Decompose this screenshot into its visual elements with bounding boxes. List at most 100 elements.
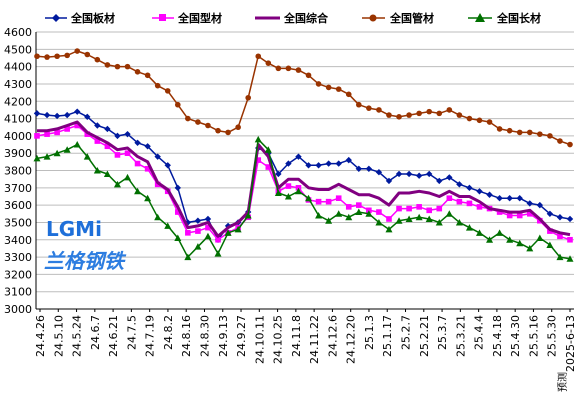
data-point: [315, 198, 322, 205]
data-point: [356, 101, 362, 108]
data-point: [285, 65, 292, 72]
data-point: [547, 133, 553, 139]
data-point: [84, 131, 91, 137]
x-tick-label: 25.4.18: [491, 315, 504, 357]
data-point: [134, 160, 141, 167]
x-tick-label: 25.5.16: [527, 315, 540, 357]
y-tick-label: 3400: [4, 234, 32, 247]
data-point: [547, 228, 553, 234]
data-point: [205, 122, 211, 129]
data-point: [264, 146, 272, 153]
data-point: [446, 107, 453, 113]
data-point: [43, 153, 51, 160]
data-point: [294, 187, 302, 195]
data-point: [526, 244, 534, 252]
x-tick-label: 24.12.20: [345, 315, 358, 364]
data-point: [486, 191, 493, 198]
data-point: [405, 215, 413, 222]
data-point: [194, 243, 202, 250]
data-point: [174, 184, 181, 192]
data-point: [295, 153, 302, 160]
data-point: [54, 53, 60, 60]
data-point: [376, 209, 382, 215]
x-tick-label: 25.3.7: [436, 315, 449, 350]
data-point: [174, 101, 181, 108]
data-point: [516, 239, 524, 247]
data-point: [195, 119, 201, 125]
data-point: [255, 53, 262, 60]
data-point: [84, 113, 91, 121]
data-point: [34, 133, 40, 139]
data-point: [426, 207, 433, 214]
data-point: [144, 165, 151, 172]
data-point: [455, 218, 463, 226]
data-point: [185, 115, 191, 122]
data-point: [305, 162, 312, 169]
data-point: [64, 52, 70, 59]
x-tick-label: 24.4.26: [34, 315, 47, 357]
x-tick-label: 25.4.30: [509, 315, 522, 357]
data-point: [244, 212, 252, 219]
data-point: [124, 150, 131, 156]
data-point: [224, 229, 232, 236]
data-point: [456, 181, 463, 188]
data-point: [235, 124, 241, 131]
data-point: [416, 110, 422, 117]
data-point: [265, 164, 272, 170]
legend: 全国板材 全国型材 全国综合 全国管材 全国长材: [45, 11, 541, 25]
data-point: [415, 213, 423, 221]
legend-label: 全国型材: [177, 11, 222, 25]
data-point: [184, 219, 192, 226]
data-point: [325, 198, 332, 205]
data-point: [184, 253, 192, 261]
data-point: [335, 210, 343, 217]
data-point: [114, 63, 121, 70]
data-point: [356, 202, 362, 208]
y-tick-label: 3800: [4, 165, 32, 178]
axes: [35, 32, 574, 310]
data-point: [63, 111, 71, 119]
x-tick-label: 2025-6-13: [564, 315, 577, 372]
data-point: [94, 138, 101, 144]
data-point: [536, 234, 544, 242]
legend-label: 全国综合: [283, 11, 329, 25]
data-point: [516, 212, 523, 219]
legend-label: 全国板材: [70, 11, 115, 25]
data-point: [53, 149, 61, 157]
data-point: [506, 212, 513, 219]
data-point: [84, 51, 91, 58]
data-point: [204, 215, 212, 223]
x-tick-label: 24.6.7: [89, 315, 102, 350]
y-tick-label: 3200: [4, 268, 32, 281]
data-point: [406, 112, 412, 118]
data-point: [144, 143, 151, 150]
x-tick-label: 24.10.25: [272, 315, 285, 364]
data-point: [476, 204, 483, 210]
data-point: [33, 110, 41, 117]
x-tick-label: 24.7.19: [144, 315, 157, 357]
data-point: [83, 153, 91, 160]
data-point: [34, 53, 40, 60]
data-point: [315, 162, 322, 169]
data-point: [345, 156, 352, 164]
y-tick-label: 4400: [4, 61, 32, 74]
data-point: [466, 200, 473, 207]
data-point: [73, 141, 81, 148]
data-point: [425, 215, 433, 222]
y-tick-label: 4100: [4, 113, 32, 126]
data-point: [476, 117, 483, 124]
data-point: [345, 91, 352, 98]
x-tick-label: 25.1.3: [363, 315, 376, 350]
data-point: [185, 230, 191, 236]
x-tick-label: 24.6.21: [107, 315, 120, 357]
data-point: [154, 213, 162, 221]
data-point: [335, 195, 342, 201]
series-lines: [33, 48, 574, 262]
data-point: [567, 236, 573, 243]
data-point: [375, 169, 383, 176]
data-point: [426, 170, 433, 178]
y-tick-label: 3300: [4, 251, 32, 264]
x-tick-label: 24.12.6: [326, 315, 339, 357]
data-point: [436, 177, 443, 185]
data-point: [144, 194, 152, 202]
